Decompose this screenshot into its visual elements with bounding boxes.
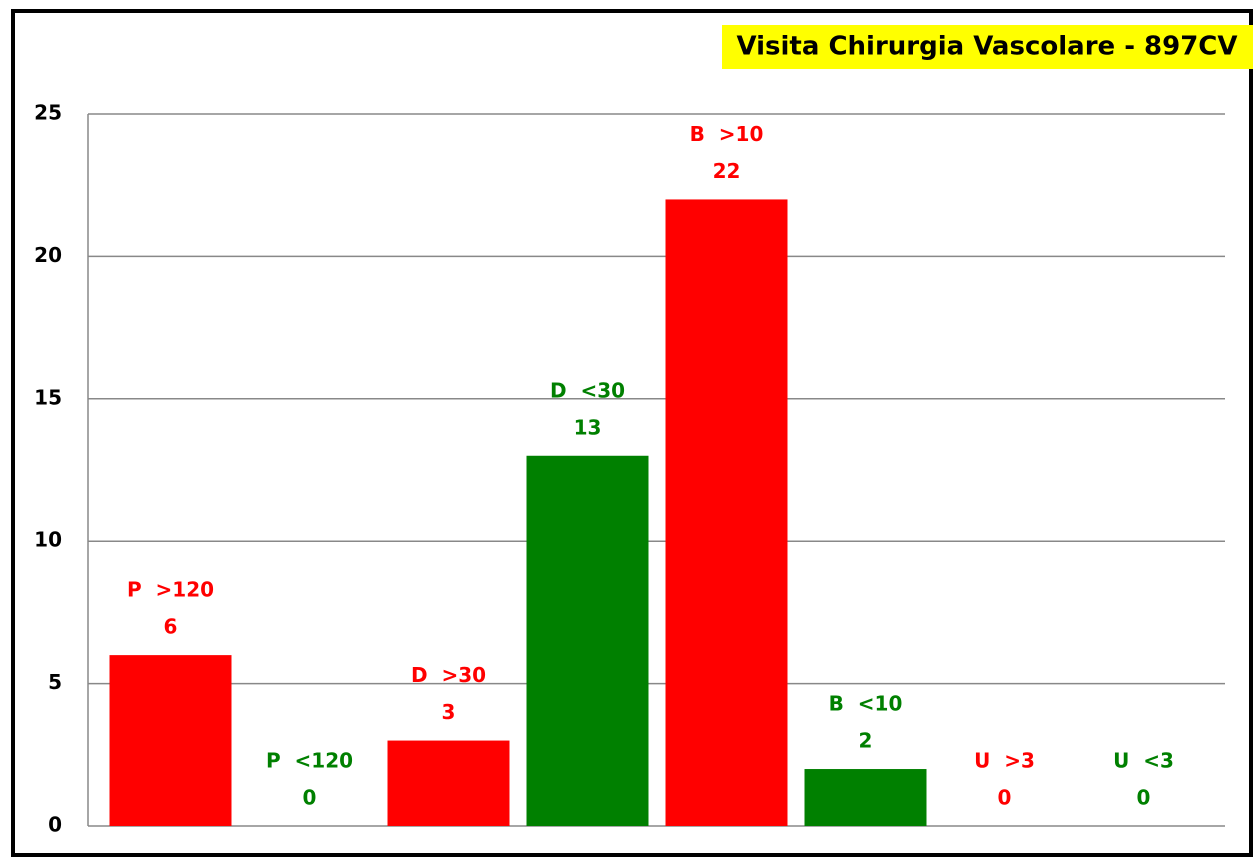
y-tick-label: 10 <box>34 528 62 552</box>
bar <box>526 455 649 826</box>
data-label: 0 <box>1137 786 1151 810</box>
bar <box>665 199 788 826</box>
y-tick-label: 0 <box>48 813 62 837</box>
y-tick-label: 15 <box>34 385 62 409</box>
y-tick-label: 5 <box>48 670 62 694</box>
chart-title: Visita Chirurgia Vascolare - 897CV <box>736 32 1237 62</box>
chart-frame <box>11 9 1253 857</box>
category-label: U <3 <box>1113 749 1174 773</box>
category-label: B <10 <box>829 692 903 716</box>
category-label: U >3 <box>974 749 1035 773</box>
category-label: P <120 <box>266 749 353 773</box>
bar <box>387 740 510 826</box>
data-label: 0 <box>998 786 1012 810</box>
category-label: D <30 <box>550 378 625 402</box>
data-label: 0 <box>303 786 317 810</box>
title-box <box>722 25 1253 69</box>
y-tick-label: 20 <box>34 243 62 267</box>
data-label: 13 <box>574 415 602 439</box>
category-label: B >10 <box>690 122 764 146</box>
y-tick-label: 25 <box>34 101 62 125</box>
data-label: 22 <box>713 159 741 183</box>
data-label: 2 <box>859 729 873 753</box>
category-label: D >30 <box>411 663 486 687</box>
data-label: 3 <box>442 700 456 724</box>
bar <box>804 769 927 826</box>
bar <box>109 655 232 826</box>
category-label: P >120 <box>127 578 214 602</box>
data-label: 6 <box>164 615 178 639</box>
